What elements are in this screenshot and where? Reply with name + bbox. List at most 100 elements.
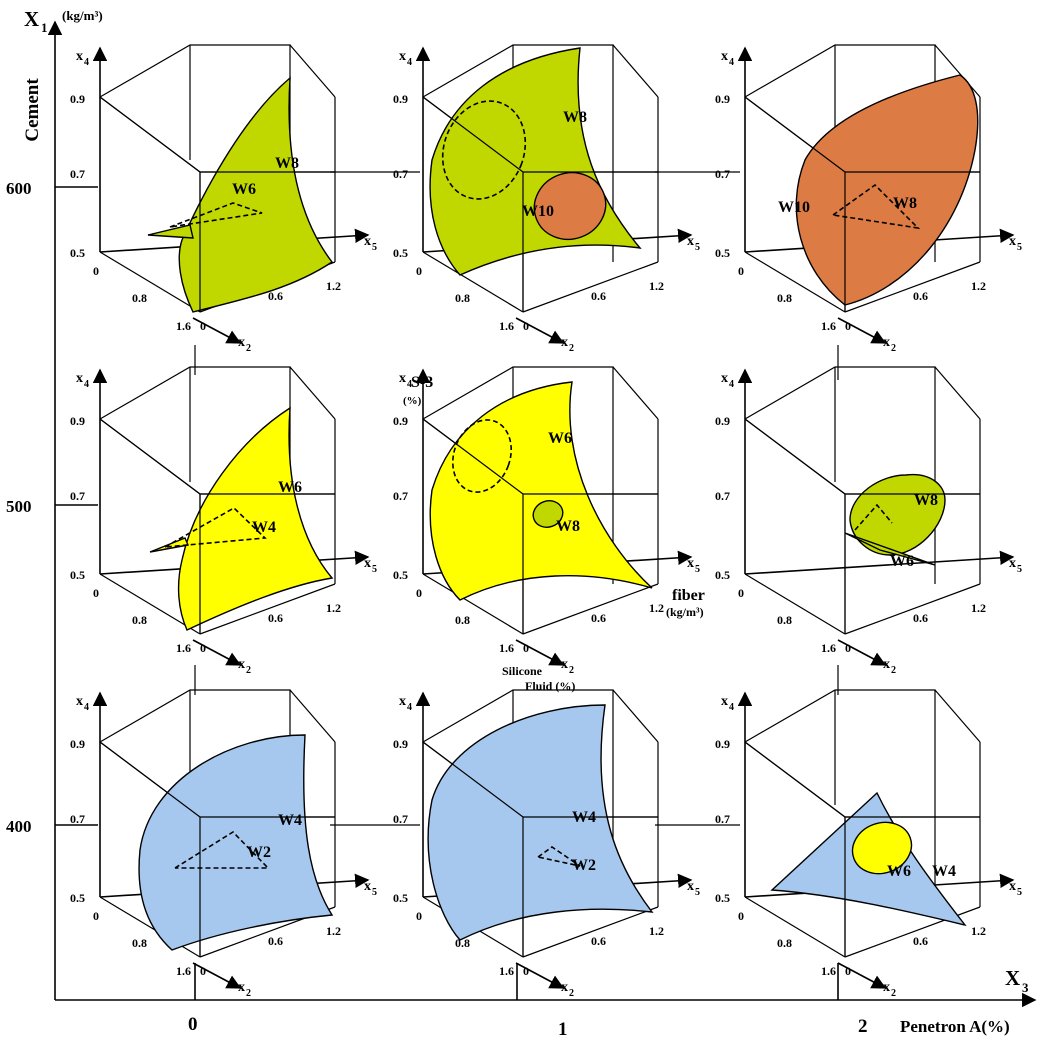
x4-tick-0.7: 0.7 — [393, 812, 408, 826]
x5-axis-label-sub: 5 — [695, 564, 700, 575]
x2-tick-1.6: 1.6 — [821, 641, 836, 655]
x2-tick-0: 0 — [93, 586, 99, 600]
x4-tick-0.9: 0.9 — [70, 737, 85, 751]
surface-region — [796, 75, 977, 305]
x4-tick-0.5: 0.5 — [715, 246, 730, 260]
x5-tick-0.6: 0.6 — [591, 289, 606, 303]
x5-axis-label-sub: 5 — [1017, 564, 1022, 575]
x5-tick-0: 0 — [200, 964, 206, 978]
region-label-w8: W8 — [275, 155, 299, 172]
x1-axis-unit: (kg/m³) — [62, 8, 103, 23]
region-label-w4: W4 — [572, 809, 596, 826]
x2-axis-label: x — [883, 657, 890, 672]
x4-tick-0.9: 0.9 — [393, 414, 408, 428]
response-surface: W8 W6 — [745, 419, 980, 634]
region-label-w4: W4 — [252, 519, 276, 536]
x2-tick-0: 0 — [416, 909, 422, 923]
x4-tick-0.7: 0.7 — [715, 167, 730, 181]
x4-tick-0.7: 0.7 — [70, 489, 85, 503]
x5-tick-0.6: 0.6 — [591, 611, 606, 625]
panel-0-1: x 4x 5x 20.90.70.50.61.200.81.6 0W8W10 — [393, 45, 700, 354]
x4-tick-0.5: 0.5 — [715, 568, 730, 582]
x2-tick-1.6: 1.6 — [499, 641, 514, 655]
x4-tick-0.9: 0.9 — [715, 414, 730, 428]
x5-axis-label-sub: 5 — [695, 242, 700, 253]
x4-tick-0.5: 0.5 — [70, 246, 85, 260]
x1-axis-name: X — [24, 7, 39, 31]
x5-axis-label: x — [1009, 556, 1016, 571]
x4-axis-label: x — [76, 694, 83, 709]
x4-axis-label: x — [399, 694, 406, 709]
silicone-label-line1: Silicone — [502, 664, 543, 678]
x5-axis-label-sub: 5 — [372, 564, 377, 575]
region-label-w10: W10 — [778, 199, 810, 216]
x5-tick-0.6: 0.6 — [913, 934, 928, 948]
region-label-w8: W8 — [556, 518, 580, 535]
x2-tick-0.8: 0.8 — [777, 936, 792, 950]
x2-axis-label-sub: 2 — [246, 988, 251, 999]
x2-tick-0: 0 — [738, 586, 744, 600]
x2-tick-0.8: 0.8 — [132, 936, 147, 950]
x4-tick-0.5: 0.5 — [715, 891, 730, 905]
x5-tick-0: 0 — [523, 319, 529, 333]
x4-axis-label-sub: 4 — [729, 57, 734, 68]
x5-tick-0: 0 — [845, 319, 851, 333]
region-label-w8: W8 — [563, 109, 587, 126]
region-label-w4: W4 — [278, 812, 302, 829]
x5-axis-label: x — [687, 556, 694, 571]
region-label-w6: W6 — [887, 863, 911, 880]
x4-axis-label: x — [76, 49, 83, 64]
x2-axis-label-sub: 2 — [246, 665, 251, 676]
x2-tick-1.6: 1.6 — [499, 319, 514, 333]
x2-tick-1.6: 1.6 — [176, 641, 191, 655]
x4-axis-label: x — [721, 371, 728, 386]
x3-tick-1: 1 — [558, 1019, 568, 1040]
x2-axis-label-sub: 2 — [891, 988, 896, 999]
region-label-w4: W4 — [932, 863, 956, 880]
region-label-w6: W6 — [890, 553, 914, 570]
x5-axis-label-sub: 5 — [695, 887, 700, 898]
x4-tick-0.5: 0.5 — [393, 568, 408, 582]
region-label-w6: W6 — [278, 479, 302, 496]
x4-tick-0.9: 0.9 — [715, 92, 730, 106]
x2-axis-label: x — [883, 335, 890, 350]
panel-2-2: x 4x 5x 20.90.70.50.61.200.81.6 0W6 W4 — [715, 690, 1022, 999]
x4-axis-label-sub: 4 — [407, 702, 412, 713]
s3-label: S-3 — [411, 374, 433, 391]
x1-axis-title: Cement — [22, 78, 43, 142]
x4-axis-label-sub: 4 — [729, 702, 734, 713]
x2-axis-label: x — [883, 980, 890, 995]
x4-axis-label-sub: 4 — [729, 379, 734, 390]
response-surface: W6 W8 — [423, 382, 658, 634]
x5-tick-0.6: 0.6 — [913, 289, 928, 303]
x2-tick-0.8: 0.8 — [777, 613, 792, 627]
x1-tick-400: 400 — [6, 817, 32, 836]
x4-tick-0.7: 0.7 — [393, 167, 408, 181]
x2-tick-0.8: 0.8 — [455, 291, 470, 305]
x5-axis-label: x — [364, 234, 371, 249]
x2-axis-label-sub: 2 — [569, 988, 574, 999]
x2-tick-1.6: 1.6 — [176, 964, 191, 978]
x4-tick-0.5: 0.5 — [393, 891, 408, 905]
x2-axis-label: x — [561, 980, 568, 995]
x4-tick-0.5: 0.5 — [70, 891, 85, 905]
x5-axis-label: x — [364, 556, 371, 571]
x5-tick-0: 0 — [845, 641, 851, 655]
surface-region — [430, 382, 652, 600]
x4-axis-label-sub: 4 — [84, 379, 89, 390]
x4-tick-0.9: 0.9 — [393, 92, 408, 106]
x5-tick-0: 0 — [523, 964, 529, 978]
x2-tick-0.8: 0.8 — [455, 613, 470, 627]
x3-tick-0: 0 — [188, 1014, 198, 1035]
x5-axis-label: x — [687, 234, 694, 249]
panel-1-0: x 4x 5x 20.90.70.50.61.200.81.6 0W6W4 — [70, 367, 377, 676]
x5-tick-1.2: 1.2 — [326, 601, 341, 615]
x4-tick-0.9: 0.9 — [70, 414, 85, 428]
x5-tick-0: 0 — [200, 319, 206, 333]
x4-axis-label-sub: 4 — [84, 702, 89, 713]
x3-axis-title: Penetron A(%) — [900, 1017, 1010, 1036]
